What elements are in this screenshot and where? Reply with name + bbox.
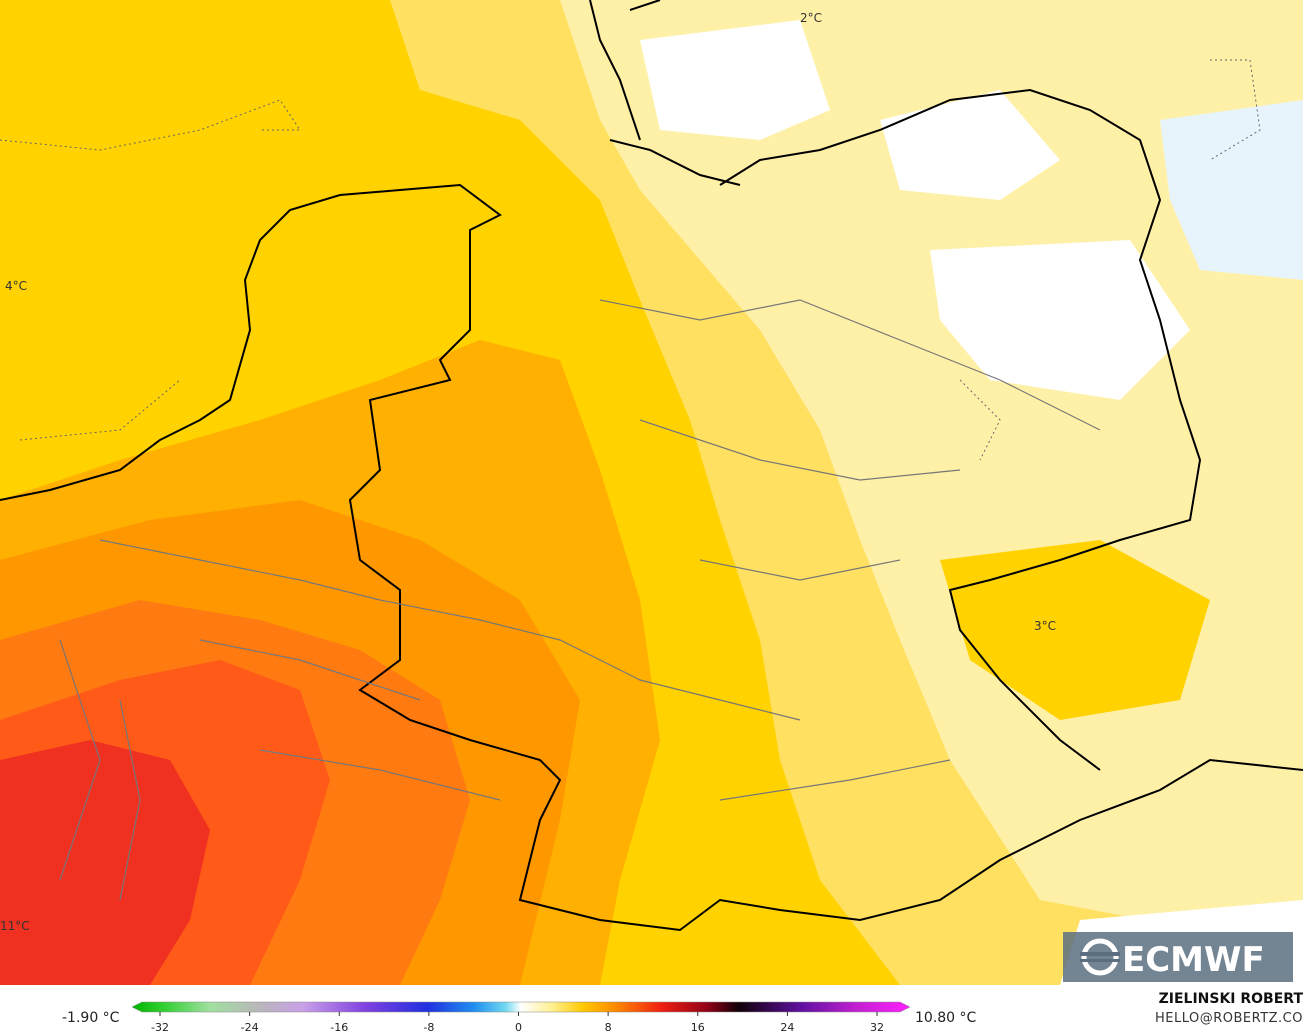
legend-max-label: 10.80 °C [915, 1010, 977, 1026]
temp-label: 11°C [0, 919, 30, 933]
colorbar-tick-label: -24 [241, 1021, 259, 1034]
colorbar-tick-label: -32 [151, 1021, 169, 1034]
temperature-field [0, 0, 1303, 985]
colorbar-tick-label: 32 [870, 1021, 884, 1034]
colorbar-tick-label: 16 [691, 1021, 705, 1034]
colorbar-tick-label: 24 [780, 1021, 794, 1034]
logo-text: ECMWF [1122, 940, 1265, 980]
temp-label: 2°C [800, 11, 822, 25]
colorbar-tick-label: -16 [330, 1021, 348, 1034]
legend-min-label: -1.90 °C [62, 1010, 120, 1026]
logo: ECMWF [1063, 932, 1293, 982]
colorbar-tick-label: -8 [423, 1021, 434, 1034]
contact: HELLO@ROBERTZ.CO [1155, 1011, 1303, 1026]
colorbar-tick-label: 8 [605, 1021, 612, 1034]
temp-label: 3°C [1034, 619, 1056, 633]
author: ZIELINSKI ROBERT [1159, 991, 1303, 1007]
colorbar-ticks: -32 -24 -16 -8 0 8 16 24 32 [151, 1012, 884, 1034]
borders [0, 0, 1303, 932]
temp-label: 4°C [5, 279, 27, 293]
colorbar-tick-label: 0 [515, 1021, 522, 1034]
colorbar [131, 1001, 911, 1013]
